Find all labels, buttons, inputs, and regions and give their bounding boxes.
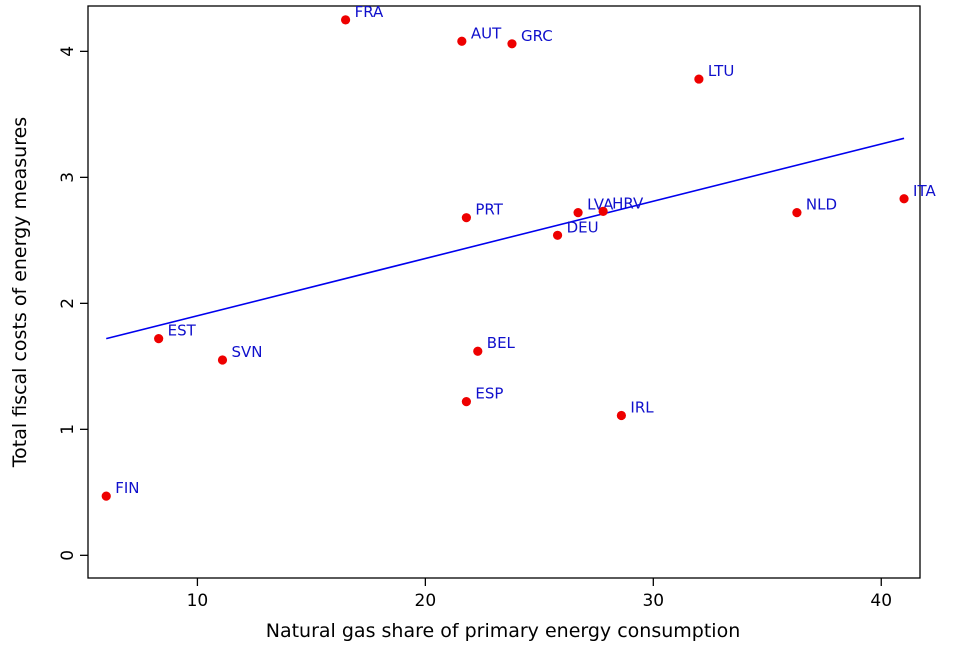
data-point-hrv xyxy=(598,206,608,216)
data-point-prt xyxy=(461,213,471,223)
point-label-deu: DEU xyxy=(567,218,599,236)
point-label-irl: IRL xyxy=(630,398,654,416)
point-label-grc: GRC xyxy=(521,27,553,45)
y-tick-label: 1 xyxy=(58,424,78,435)
point-label-esp: ESP xyxy=(475,385,503,403)
x-axis-title: Natural gas share of primary energy cons… xyxy=(266,620,740,642)
point-label-ita: ITA xyxy=(913,182,936,200)
plot-frame xyxy=(87,5,921,579)
data-point-ltu xyxy=(694,74,704,84)
point-label-prt: PRT xyxy=(475,201,503,219)
point-label-svn: SVN xyxy=(231,343,262,361)
data-point-fin xyxy=(101,491,111,501)
point-label-fin: FIN xyxy=(115,479,139,497)
data-point-irl xyxy=(616,410,626,421)
data-point-esp xyxy=(461,397,471,407)
x-tick-label: 40 xyxy=(870,591,892,611)
y-axis: 0 1 2 3 4 xyxy=(58,46,88,561)
data-point-lva xyxy=(573,208,583,218)
x-tick-label: 20 xyxy=(415,591,437,611)
data-point-deu xyxy=(552,230,563,240)
data-point-aut xyxy=(457,36,467,46)
point-label-fra: FRA xyxy=(355,3,384,21)
point-label-lva: LVA xyxy=(587,196,614,214)
x-tick-label: 10 xyxy=(187,591,209,611)
y-tick-label: 3 xyxy=(58,172,78,183)
data-point-nld xyxy=(792,208,802,218)
y-tick-label: 0 xyxy=(58,550,78,561)
data-point-grc xyxy=(507,39,517,49)
point-label-hrv: HRV xyxy=(612,194,644,212)
point-label-aut: AUT xyxy=(471,24,502,42)
y-tick-label: 4 xyxy=(58,46,78,57)
fit-line xyxy=(106,137,905,340)
point-label-ltu: LTU xyxy=(708,62,734,80)
point-label-nld: NLD xyxy=(806,196,837,214)
data-point-svn xyxy=(217,355,228,365)
y-tick-label: 2 xyxy=(58,298,78,309)
y-axis-title: Total fiscal costs of energy measures xyxy=(9,117,31,468)
fit-line-layer xyxy=(106,137,905,340)
data-point-bel xyxy=(473,346,483,356)
data-point-ita xyxy=(899,194,909,204)
point-label-bel: BEL xyxy=(487,334,516,352)
x-axis: 10 20 30 40 xyxy=(187,578,892,611)
x-tick-label: 30 xyxy=(642,591,664,611)
data-point-est xyxy=(154,334,164,344)
point-label-est: EST xyxy=(168,322,197,340)
data-point-fra xyxy=(340,15,351,25)
